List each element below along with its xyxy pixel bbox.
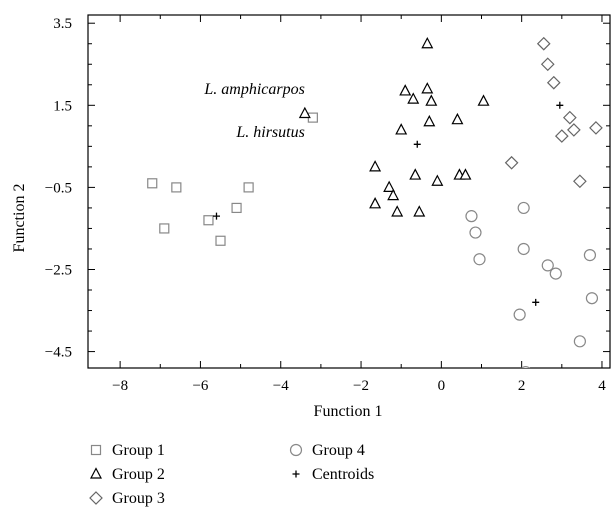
group-4-point <box>521 366 531 368</box>
plot-area: −8 −6 −4 −2 0 2 4 3.5 1.5 −0.5 −2.5 −4.5 L. amphicar… <box>45 14 611 439</box>
legend-plus-icon <box>292 470 300 478</box>
x-tick-label: 4 <box>598 378 606 394</box>
y-tick-label: −4.5 <box>45 345 72 361</box>
legend-label: Group 1 <box>112 442 165 459</box>
group-4-point <box>549 267 562 280</box>
group-4-point <box>585 292 599 305</box>
centroids-point <box>413 140 421 148</box>
y-tick-label: −2.5 <box>45 262 72 278</box>
group-2-point <box>421 82 434 94</box>
data-points <box>147 36 603 439</box>
group-2-point <box>399 84 412 96</box>
group-2-point <box>413 205 426 217</box>
plot-frame <box>87 14 611 369</box>
group-2-point <box>369 197 382 209</box>
group-2-point <box>431 174 444 186</box>
group-4-point <box>574 428 585 439</box>
group-2-point <box>369 160 382 172</box>
group-2-point <box>383 180 396 192</box>
species-annotation: L. hirsutus <box>235 124 304 141</box>
y-axis-title: Function 2 <box>11 184 28 253</box>
group-4-point <box>513 308 526 321</box>
group-3-point <box>546 75 561 90</box>
legend-circle-icon <box>289 443 303 457</box>
legend-item: Group 2 <box>90 466 165 483</box>
centroids-point <box>556 101 564 109</box>
group-2-point <box>451 112 464 125</box>
group-2-point <box>395 123 408 135</box>
group-1-point <box>171 182 182 193</box>
legend-item: Group 3 <box>89 490 165 507</box>
x-tick-label: −4 <box>273 378 289 394</box>
legend-label: Group 2 <box>112 466 165 483</box>
group-1-point <box>231 202 242 214</box>
y-tick-label: 1.5 <box>53 98 72 114</box>
group-1-point <box>159 223 170 234</box>
group-3-point <box>540 57 555 72</box>
legend-square-icon <box>90 444 102 456</box>
group-4-point <box>541 259 554 272</box>
y-tick-label: 3.5 <box>53 16 72 32</box>
legend-diamond-icon <box>89 491 103 505</box>
group-4-point <box>465 210 478 223</box>
group-2-point <box>477 94 490 106</box>
group-4-point <box>473 253 486 266</box>
group-2-point <box>391 205 404 217</box>
legend-triangle-icon <box>90 467 102 479</box>
group-3-point <box>536 36 551 51</box>
group-4-point <box>517 242 530 256</box>
group-1-point <box>243 182 254 193</box>
x-tick-label: 2 <box>518 378 526 394</box>
legend: Group 1 Group 2 Group 3 Group 4 Centroids <box>89 442 374 507</box>
group-4-point <box>573 335 586 348</box>
group-3-point <box>554 129 569 143</box>
group-2-point <box>298 106 311 119</box>
centroids-point <box>532 298 540 306</box>
x-tick-label: 0 <box>438 378 446 394</box>
group-2-point <box>459 168 472 180</box>
group-1-point <box>215 235 226 246</box>
group-3-point <box>589 121 603 135</box>
group-2-point <box>425 94 438 106</box>
group-3-point <box>567 123 581 137</box>
group-2-point <box>407 92 420 104</box>
legend-item: Group 1 <box>90 442 165 459</box>
legend-label: Group 4 <box>312 442 365 459</box>
group-2-point <box>423 114 436 127</box>
legend-item: Centroids <box>292 466 374 483</box>
centroids-point <box>212 212 220 220</box>
group-2-point <box>409 168 422 180</box>
x-tick-label: −8 <box>112 378 128 394</box>
group-1-point <box>203 215 214 226</box>
x-tick-label: −6 <box>192 378 208 394</box>
group-4-point <box>469 226 482 239</box>
group-3-point <box>562 110 577 125</box>
group-4-point <box>517 201 530 215</box>
group-3-point <box>573 174 587 189</box>
group-2-point <box>421 36 434 49</box>
legend-label: Centroids <box>312 466 374 483</box>
group-4-point <box>583 249 597 262</box>
group-2-point <box>387 188 400 201</box>
x-axis-title: Function 1 <box>314 403 383 420</box>
group-3-point <box>504 155 519 170</box>
group-1-point <box>147 178 158 189</box>
legend-item: Group 4 <box>289 442 365 459</box>
legend-label: Group 3 <box>112 490 165 507</box>
x-tick-label: −2 <box>353 378 369 394</box>
species-annotation: L. amphicarpos <box>203 81 304 98</box>
y-tick-label: −0.5 <box>45 180 72 196</box>
